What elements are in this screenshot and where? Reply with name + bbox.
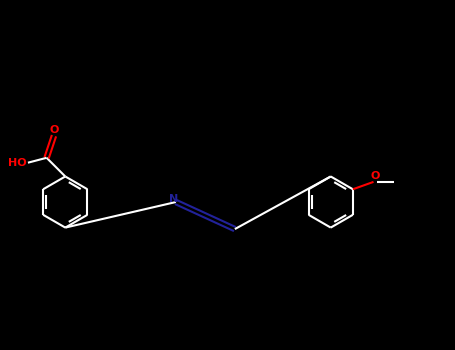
Text: O: O — [49, 125, 59, 135]
Text: O: O — [370, 171, 379, 181]
Text: N: N — [169, 194, 178, 204]
Text: HO: HO — [8, 158, 26, 168]
